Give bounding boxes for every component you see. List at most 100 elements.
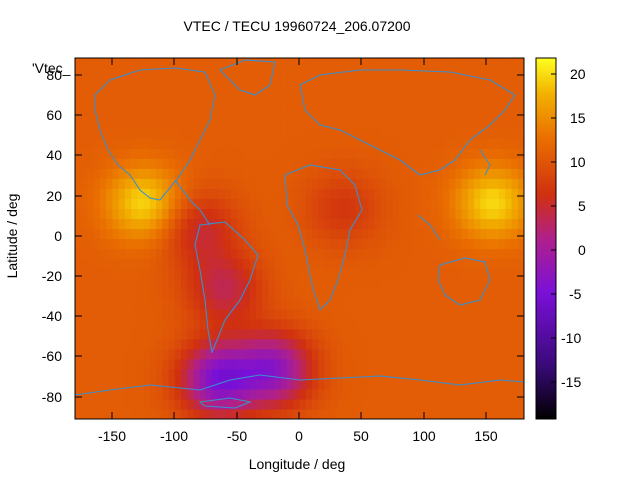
heatmap-cell [168, 198, 176, 210]
heatmap-cell [205, 208, 213, 220]
heatmap-cell [461, 158, 469, 169]
heatmap-cell [249, 108, 257, 119]
heatmap-cell [430, 98, 438, 109]
heatmap-cell [162, 378, 170, 390]
heatmap-cell [380, 88, 388, 99]
heatmap-cell [280, 108, 288, 119]
heatmap-cell [205, 328, 213, 340]
heatmap-cell [249, 178, 257, 189]
heatmap-cell [442, 388, 450, 400]
heatmap-cell [417, 328, 425, 340]
heatmap-cell [511, 298, 519, 310]
heatmap-cell [411, 158, 419, 169]
heatmap-cell [224, 118, 232, 129]
heatmap-cell [131, 198, 138, 210]
heatmap-cell [149, 188, 157, 199]
heatmap-cell [181, 158, 188, 169]
heatmap-cell [293, 198, 301, 210]
heatmap-cell [405, 318, 413, 330]
svg-text:100: 100 [412, 428, 436, 444]
heatmap-cell [368, 248, 375, 260]
heatmap-cell [268, 78, 276, 89]
heatmap-cell [156, 198, 163, 210]
heatmap-cell [517, 248, 524, 260]
heatmap-cell [424, 408, 432, 419]
heatmap-cell [293, 378, 301, 390]
heatmap-cell [517, 178, 524, 189]
heatmap-cell [205, 88, 213, 99]
heatmap-cell [436, 218, 444, 230]
heatmap-cell [386, 298, 394, 310]
heatmap-cell [168, 378, 176, 390]
heatmap-cell [99, 108, 107, 119]
heatmap-cell [75, 408, 82, 419]
heatmap-cell [274, 408, 282, 419]
heatmap-cell [156, 168, 163, 179]
heatmap-cell [174, 68, 182, 79]
heatmap-cell [249, 138, 257, 149]
heatmap-cell [380, 328, 388, 340]
heatmap-cell [112, 128, 120, 139]
heatmap-cell [455, 378, 463, 390]
heatmap-cell [299, 88, 307, 99]
heatmap-cell [87, 388, 95, 400]
heatmap-cell [262, 58, 269, 69]
heatmap-cell [449, 228, 457, 240]
heatmap-cell [187, 268, 195, 280]
heatmap-cell [324, 168, 332, 179]
heatmap-cell [93, 98, 101, 109]
heatmap-cell [280, 208, 288, 220]
heatmap-cell [430, 358, 438, 370]
heatmap-cell [305, 338, 313, 350]
heatmap-cell [474, 408, 481, 419]
heatmap-cell [181, 98, 188, 109]
heatmap-cell [255, 208, 263, 220]
heatmap-cell [137, 128, 145, 139]
heatmap-cell [386, 108, 394, 119]
heatmap-cell [311, 378, 319, 390]
heatmap-cell [212, 148, 220, 159]
heatmap-cell [411, 398, 419, 410]
heatmap-cell [368, 338, 375, 350]
heatmap-cell [492, 268, 500, 280]
heatmap-cell [324, 218, 332, 230]
heatmap-cell [511, 348, 519, 360]
heatmap-cell [405, 258, 413, 270]
heatmap-cell [93, 268, 101, 280]
svg-text:80: 80 [46, 67, 62, 83]
heatmap-cell [330, 368, 338, 380]
svg-text:-10: -10 [561, 330, 581, 346]
heatmap-cell [99, 208, 107, 220]
heatmap-cell [149, 228, 157, 240]
heatmap-cell [361, 318, 369, 330]
heatmap-cell [293, 88, 301, 99]
heatmap-cell [343, 318, 350, 330]
heatmap-cell [143, 228, 151, 240]
heatmap-cell [218, 198, 226, 210]
heatmap-cell [449, 208, 457, 220]
heatmap-cell [218, 268, 226, 280]
heatmap-cell [386, 368, 394, 380]
heatmap-cell [112, 398, 120, 410]
heatmap-cell [430, 168, 438, 179]
heatmap-cell [517, 328, 524, 340]
svg-text:-20: -20 [42, 268, 62, 284]
heatmap-cell [499, 118, 506, 129]
heatmap-cell [305, 118, 313, 129]
heatmap-cell [187, 308, 195, 320]
heatmap-cell [505, 118, 513, 129]
heatmap-cell [380, 258, 388, 270]
heatmap-cell [417, 178, 425, 189]
heatmap-cell [349, 368, 357, 380]
heatmap-cell [93, 388, 101, 400]
heatmap-cell [467, 298, 475, 310]
heatmap-cell [442, 328, 450, 340]
heatmap-cell [193, 198, 201, 210]
heatmap-cell [205, 298, 213, 310]
heatmap-cell [361, 378, 369, 390]
heatmap-cell [361, 68, 369, 79]
heatmap-cell [156, 378, 163, 390]
heatmap-cell [137, 58, 145, 69]
heatmap-cell [274, 318, 282, 330]
heatmap-cell [324, 98, 332, 109]
